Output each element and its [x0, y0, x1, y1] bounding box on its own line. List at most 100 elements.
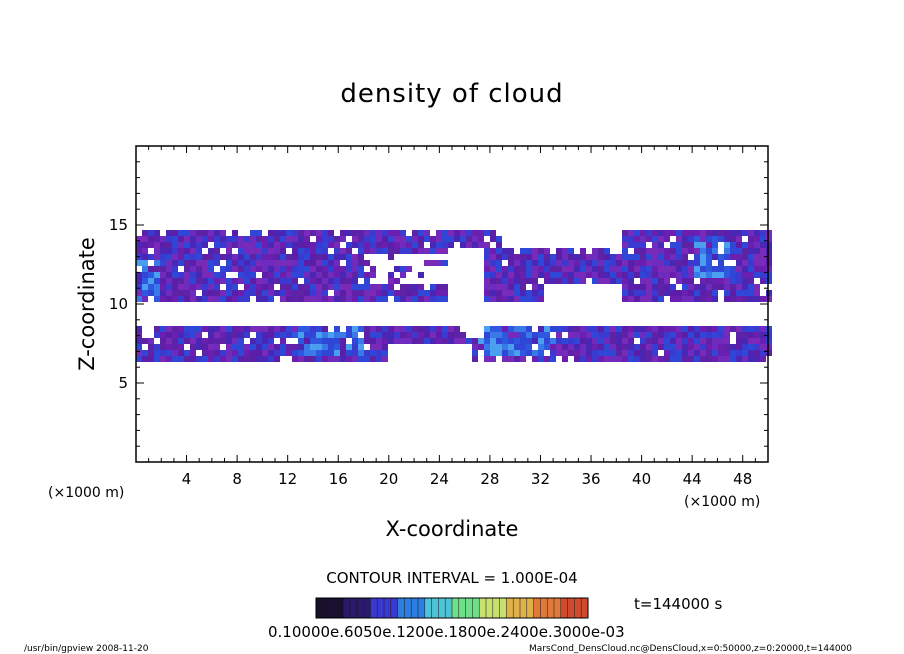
cloud-cell: [202, 356, 208, 362]
cloud-cell: [706, 278, 712, 284]
footer-right: MarsCond_DensCloud.nc@DensCloud,x=0:5000…: [529, 644, 852, 654]
cloud-cell: [622, 296, 628, 302]
cloud-cell: [292, 326, 298, 332]
cloud-cell: [148, 272, 154, 278]
cloud-cell: [712, 230, 718, 236]
cloud-cell: [676, 356, 682, 362]
cloud-cell: [712, 242, 718, 248]
cloud-cell: [598, 254, 604, 260]
cloud-cell: [178, 230, 184, 236]
cloud-cell: [238, 242, 244, 248]
cloud-cell: [136, 296, 142, 302]
cloud-cell: [550, 350, 556, 356]
cloud-cell: [574, 350, 580, 356]
cloud-cell: [400, 236, 406, 242]
cloud-cell: [502, 344, 508, 350]
cloud-cell: [178, 332, 184, 338]
cloud-cell: [178, 248, 184, 254]
cloud-cell: [382, 326, 388, 332]
cloud-cell: [574, 344, 580, 350]
cloud-cell: [328, 242, 334, 248]
cloud-cell: [304, 242, 310, 248]
cloud-cell: [382, 332, 388, 338]
cloud-cell: [574, 254, 580, 260]
cloud-cell: [640, 338, 646, 344]
colorbar-swatch: [424, 598, 432, 618]
cloud-cell: [622, 254, 628, 260]
cloud-cell: [316, 344, 322, 350]
cloud-cell: [514, 338, 520, 344]
cloud-cell: [292, 332, 298, 338]
cloud-cell: [598, 266, 604, 272]
cloud-cell: [334, 356, 340, 362]
cloud-cell: [640, 260, 646, 266]
cloud-cell: [328, 236, 334, 242]
cloud-cell: [238, 344, 244, 350]
cloud-cell: [256, 236, 262, 242]
cloud-cell: [538, 338, 544, 344]
cloud-cell: [574, 356, 580, 362]
cloud-cell: [628, 356, 634, 362]
cloud-cell: [430, 296, 436, 302]
cloud-cell: [538, 332, 544, 338]
cloud-cell: [760, 248, 766, 254]
cloud-cell: [232, 350, 238, 356]
cloud-cell: [544, 326, 550, 332]
cloud-cell: [160, 254, 166, 260]
cloud-cell: [388, 338, 394, 344]
cloud-cell: [184, 254, 190, 260]
cloud-cell: [526, 266, 532, 272]
cloud-cell: [664, 236, 670, 242]
cloud-cell: [466, 236, 472, 242]
cloud-cell: [256, 284, 262, 290]
cloud-cell: [556, 326, 562, 332]
cloud-cell: [754, 248, 760, 254]
cloud-cell: [280, 350, 286, 356]
cloud-cell: [166, 338, 172, 344]
cloud-cell: [286, 230, 292, 236]
cloud-cell: [238, 248, 244, 254]
cloud-cell: [478, 344, 484, 350]
cloud-cell: [532, 350, 538, 356]
cloud-cell: [652, 350, 658, 356]
cloud-cell: [442, 284, 448, 290]
cloud-cell: [286, 278, 292, 284]
cloud-cell: [364, 230, 370, 236]
cloud-cell: [484, 230, 490, 236]
cloud-cell: [736, 278, 742, 284]
cloud-cell: [292, 296, 298, 302]
cloud-cell: [670, 284, 676, 290]
cloud-cell: [328, 230, 334, 236]
cloud-cell: [562, 278, 568, 284]
cloud-cell: [682, 266, 688, 272]
cloud-cell: [736, 254, 742, 260]
cloud-cell: [238, 236, 244, 242]
cloud-cell: [640, 242, 646, 248]
cloud-cell: [136, 284, 142, 290]
cloud-cell: [262, 254, 268, 260]
cloud-cell: [556, 332, 562, 338]
colorbar-swatch: [486, 598, 493, 618]
colorbar-swatch: [411, 598, 418, 618]
cloud-cell: [754, 338, 760, 344]
cloud-cell: [700, 356, 706, 362]
cloud-cell: [688, 356, 694, 362]
cloud-cell: [340, 254, 346, 260]
cloud-cell: [310, 326, 316, 332]
cloud-cell: [502, 284, 508, 290]
x-tick-label: 28: [480, 470, 499, 488]
cloud-cell: [394, 242, 400, 248]
cloud-cell: [466, 230, 472, 236]
cloud-cell: [388, 290, 394, 296]
cloud-cell: [622, 356, 628, 362]
cloud-cell: [268, 272, 274, 278]
cloud-cell: [520, 296, 526, 302]
cloud-cell: [490, 350, 496, 356]
cloud-cell: [592, 266, 598, 272]
cloud-cell: [172, 350, 178, 356]
cloud-cell: [508, 350, 514, 356]
cloud-cell: [424, 236, 430, 242]
cloud-cell: [340, 296, 346, 302]
x-tick-label: 44: [683, 470, 702, 488]
cloud-cell: [274, 266, 280, 272]
